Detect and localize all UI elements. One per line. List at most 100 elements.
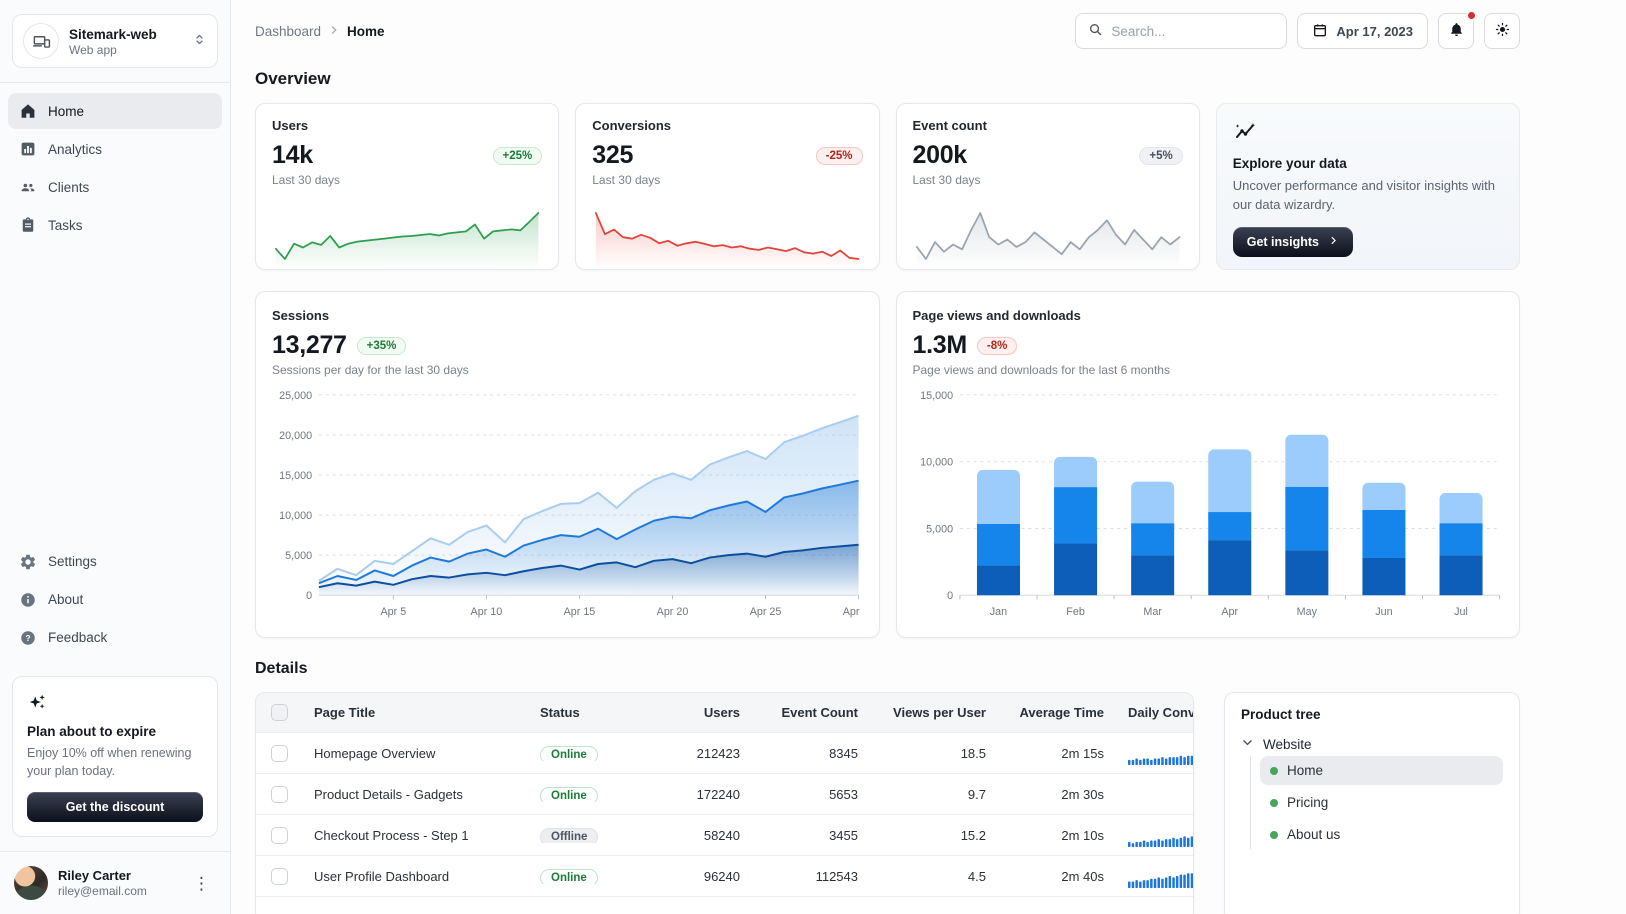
stat-caption: Last 30 days [912,173,981,187]
chevron-down-icon [1241,736,1254,752]
svg-text:Jul: Jul [1454,606,1468,618]
column-header[interactable]: Event Count [781,705,858,720]
svg-text:Apr 5: Apr 5 [381,606,407,618]
sidebar-item-clients[interactable]: Clients [8,169,222,205]
daily-conversions-cell [1116,863,1193,889]
row-checkbox[interactable] [270,826,288,844]
date-picker-button[interactable]: Apr 17, 2023 [1297,13,1428,49]
column-header[interactable]: Page Title [314,705,376,720]
stat-card-event-count: Event count 200k +5% Last 30 days [895,103,1200,270]
status-cell: Offline [528,827,646,843]
sidebar-item-settings[interactable]: Settings [8,544,222,580]
get-discount-button[interactable]: Get the discount [27,792,203,822]
svg-text:?: ? [25,634,30,643]
svg-text:Apr 15: Apr 15 [564,606,596,618]
user-menu-kebab-icon[interactable]: ⋮ [193,873,210,893]
pageviews-value: 1.3M [912,331,968,359]
details-title: Details [255,660,308,677]
charts-row: Sessions 13,277 +35% Sessions per day fo… [255,291,1520,638]
explore-title: Explore your data [1232,156,1347,171]
sun-icon [1494,21,1511,41]
trend-chip: -25% [815,146,863,165]
table-row[interactable]: Homepage Overview Online 212423 8345 18.5 2m … [256,733,1193,774]
primary-menu: Home Analytics Clients Tasks [0,83,230,253]
chart-caption: Sessions per day for the last 30 days [272,363,469,377]
workspace-selector[interactable]: Sitemark-web Web app [12,14,218,68]
breadcrumb-current: Home [347,23,385,39]
sidebar-item-home[interactable]: Home [8,93,222,129]
users-cell: 96240 [703,868,740,884]
row-checkbox[interactable] [270,867,288,885]
date-label: Apr 17, 2023 [1336,23,1413,39]
column-header[interactable]: Daily Conversions [1128,705,1193,720]
tree-item-label: Pricing [1287,795,1329,810]
main-content: Dashboard Home [231,0,1626,914]
row-checkbox[interactable] [270,744,288,762]
breadcrumb-dashboard[interactable]: Dashboard [255,23,322,39]
trend-chip: +25% [492,146,543,165]
sidebar-item-feedback[interactable]: ? Feedback [8,620,222,656]
table-body: Homepage Overview Online 212423 8345 18.5 2m … [256,733,1193,897]
status-badge: Online [540,745,598,761]
tree-node-website[interactable]: Website [1241,736,1503,752]
page-title-cell: Product Details - Gadgets [314,786,463,802]
sessions-chart-card: Sessions 13,277 +35% Sessions per day fo… [255,291,880,638]
info-icon [18,590,38,610]
breadcrumb: Dashboard Home [255,24,385,39]
table-row[interactable]: Product Details - Gadgets Online 172240 565… [256,774,1193,815]
explore-data-card: Explore your data Uncover performance an… [1215,103,1520,270]
stat-value: 200k [912,141,968,169]
sidebar-item-about[interactable]: About [8,582,222,618]
svg-text:Jun: Jun [1375,606,1392,618]
svg-text:5,000: 5,000 [926,523,953,535]
average-time-cell: 2m 15s [1061,745,1104,761]
daily-conversions-sparkbars [1128,873,1193,889]
stat-title: Users [272,118,309,133]
column-header[interactable]: Average Time [1019,705,1104,720]
home-icon [18,101,38,121]
row-checkbox[interactable] [270,785,288,803]
sessions-area-chart: 0 5,000 10,000 15,000 20,000 25,000 Apr 5 Apr 1… [279,390,862,618]
column-header[interactable]: Views per User [893,705,986,720]
conversions-sparkline-chart [595,212,860,267]
table-row[interactable]: Checkout Process - Step 1 Offline 58240 345… [256,815,1193,856]
status-badge: Online [540,786,598,802]
sidebar-item-label: Tasks [48,217,83,233]
daily-conversions-cell [1116,740,1193,766]
stat-value: 14k [272,141,313,169]
daily-conversions-sparkbars [1128,781,1193,807]
column-header[interactable]: Status [540,705,580,720]
tree-item-dot [1270,798,1278,807]
table-row[interactable]: User Profile Dashboard Online 96240 112543 4… [256,856,1193,897]
plan-promo-card: Plan about to expire Enjoy 10% off when … [12,675,218,837]
users-sparkline-chart [274,212,540,267]
pageviews-chart-card: Page views and downloads 1.3M -8% Page v… [895,291,1520,638]
notifications-button[interactable] [1438,11,1476,49]
select-all-checkbox[interactable] [270,704,288,721]
clipboard-icon [18,215,38,235]
tree-item-pricing[interactable]: Pricing [1260,788,1503,817]
table-header-row: Page Title Status Users Event Count Views pe… [256,693,1193,733]
promo-title: Plan about to expire [27,723,157,739]
svg-text:Mar: Mar [1143,606,1162,618]
tree-children: Home Pricing About us [1250,756,1503,849]
trend-chip: +35% [356,336,407,355]
svg-text:Jan: Jan [989,606,1006,618]
sidebar-item-tasks[interactable]: Tasks [8,207,222,243]
unfold-more-icon [192,32,207,50]
analytics-icon [18,139,38,159]
column-header[interactable]: Users [703,705,740,720]
search-input[interactable] [1111,23,1275,39]
theme-toggle-button[interactable] [1484,13,1520,49]
stat-value: 325 [592,141,634,169]
tree-item-label: About us [1287,827,1341,842]
sidebar-item-analytics[interactable]: Analytics [8,131,222,167]
event-count-cell: 112543 [815,868,858,884]
workspace-type: Web app [69,42,117,57]
event-count-cell: 3455 [829,827,858,843]
svg-text:Apr 20: Apr 20 [657,606,689,618]
get-insights-button[interactable]: Get insights [1232,226,1353,257]
tree-item-about-us[interactable]: About us [1260,820,1503,849]
tree-item-home[interactable]: Home [1260,756,1503,785]
